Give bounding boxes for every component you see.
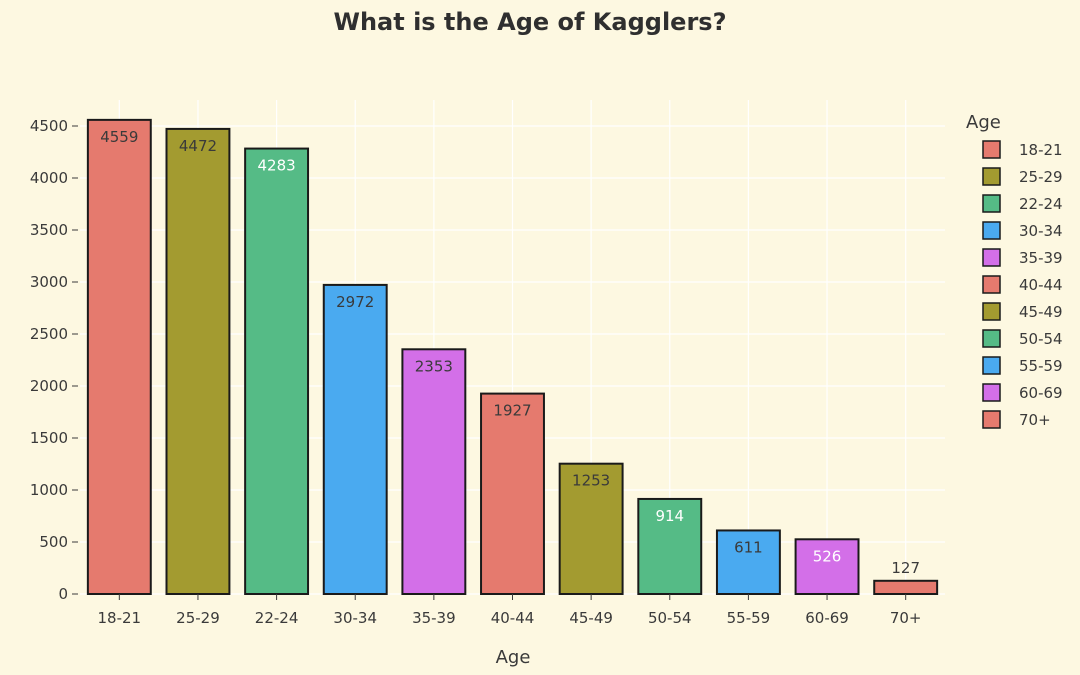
bar-55-59[interactable] — [715, 529, 781, 595]
legend-swatch[interactable] — [982, 302, 1001, 321]
legend-item-label[interactable]: 50-54 — [1019, 330, 1063, 348]
bar-value-label: 611 — [734, 538, 763, 556]
x-axis-title: Age — [496, 647, 531, 668]
y-tick-label: 2000 — [30, 377, 68, 395]
x-tick-label: 40-44 — [491, 609, 535, 627]
x-tick-label: 22-24 — [255, 609, 299, 627]
bar-value-label: 2972 — [336, 293, 374, 311]
bar-50-54[interactable] — [637, 497, 703, 595]
x-tick-label: 60-69 — [805, 609, 849, 627]
bar-value-label: 4472 — [179, 137, 217, 155]
legend-item-label[interactable]: 25-29 — [1019, 168, 1063, 186]
x-tick-label: 45-49 — [569, 609, 613, 627]
bar-value-label: 127 — [891, 559, 920, 577]
y-tick-label: 2500 — [30, 325, 68, 343]
bar-value-label: 1253 — [572, 472, 610, 490]
y-tick-label: 500 — [39, 533, 68, 551]
legend-swatch[interactable] — [982, 329, 1001, 348]
x-tick-label: 55-59 — [727, 609, 771, 627]
chart-title: What is the Age of Kagglers? — [333, 8, 726, 36]
legend-swatch[interactable] — [982, 383, 1001, 402]
y-tick-label: 4500 — [30, 117, 68, 135]
legend-item-label[interactable]: 30-34 — [1019, 222, 1063, 240]
legend-swatch[interactable] — [982, 167, 1001, 186]
x-tick-label: 50-54 — [648, 609, 692, 627]
x-tick-label: 18-21 — [98, 609, 142, 627]
legend[interactable]: Age 18-21 25-29 22-24 30-34 35-39 40-44 45-49 5… — [966, 112, 1063, 429]
bar-value-label: 914 — [655, 507, 684, 525]
y-tick-label: 1000 — [30, 481, 68, 499]
legend-item-label[interactable]: 18-21 — [1019, 141, 1063, 159]
legend-item-label[interactable]: 55-59 — [1019, 357, 1063, 375]
legend-item-label[interactable]: 22-24 — [1019, 195, 1063, 213]
legend-item-label[interactable]: 70+ — [1019, 411, 1051, 429]
bar-value-label: 4559 — [100, 128, 138, 146]
x-tick-label: 30-34 — [333, 609, 377, 627]
bar-18-21[interactable] — [86, 118, 152, 595]
x-tick-label: 25-29 — [176, 609, 220, 627]
legend-title: Age — [966, 112, 1001, 133]
legend-item-label[interactable]: 40-44 — [1019, 276, 1063, 294]
legend-item-label[interactable]: 45-49 — [1019, 303, 1063, 321]
bar-35-39[interactable] — [401, 348, 467, 595]
legend-swatch[interactable] — [982, 194, 1001, 213]
bar-25-29[interactable] — [165, 127, 231, 596]
legend-swatch[interactable] — [982, 221, 1001, 240]
legend-swatch[interactable] — [982, 140, 1001, 159]
bars: 4559 4472 4283 2972 2353 1927 1253 914 611 526 127 — [86, 118, 939, 596]
legend-swatch[interactable] — [982, 356, 1001, 375]
bar-22-24[interactable] — [244, 147, 310, 595]
legend-swatch[interactable] — [982, 275, 1001, 294]
legend-swatch[interactable] — [982, 248, 1001, 267]
legend-item-label[interactable]: 35-39 — [1019, 249, 1063, 267]
bar-value-label: 2353 — [415, 357, 453, 375]
y-tick-label: 4000 — [30, 169, 68, 187]
y-tick-label: 3000 — [30, 273, 68, 291]
bar-45-49[interactable] — [558, 462, 624, 595]
y-tick-label: 0 — [58, 585, 68, 603]
bar-value-label: 4283 — [257, 157, 295, 175]
x-axis-ticks: 18-21 25-29 22-24 30-34 35-39 40-44 45-49 50-54… — [98, 594, 922, 627]
bar-40-44[interactable] — [480, 392, 545, 596]
bar-value-label: 526 — [813, 547, 842, 565]
x-tick-label: 35-39 — [412, 609, 456, 627]
bar-30-34[interactable] — [322, 283, 388, 595]
legend-item-label[interactable]: 60-69 — [1019, 384, 1063, 402]
bar-value-label: 1927 — [493, 402, 531, 420]
y-axis-ticks: 0 500 1000 1500 2000 2500 3000 3500 4000 4500 — [30, 117, 78, 603]
x-tick-label: 70+ — [890, 609, 922, 627]
bar-70+[interactable] — [873, 579, 939, 595]
y-tick-label: 1500 — [30, 429, 68, 447]
y-tick-label: 3500 — [30, 221, 68, 239]
legend-swatch[interactable] — [982, 410, 1001, 429]
